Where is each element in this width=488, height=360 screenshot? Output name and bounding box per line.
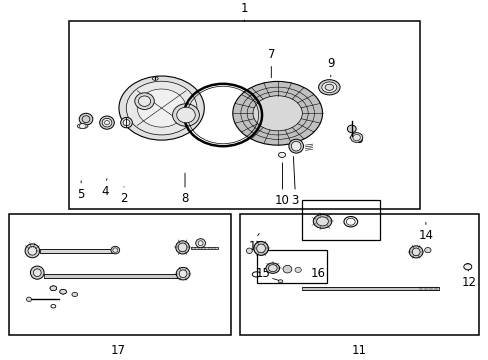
Ellipse shape bbox=[316, 217, 328, 226]
Ellipse shape bbox=[25, 244, 40, 258]
Ellipse shape bbox=[232, 81, 322, 145]
Bar bbox=[190, 247, 217, 249]
Text: 12: 12 bbox=[460, 276, 475, 289]
Text: 4: 4 bbox=[102, 185, 109, 198]
Ellipse shape bbox=[135, 93, 154, 109]
Ellipse shape bbox=[278, 280, 282, 283]
Ellipse shape bbox=[350, 133, 362, 142]
Ellipse shape bbox=[121, 117, 132, 128]
Ellipse shape bbox=[60, 289, 66, 294]
Ellipse shape bbox=[33, 269, 41, 276]
Ellipse shape bbox=[463, 264, 471, 270]
Ellipse shape bbox=[198, 241, 203, 246]
Ellipse shape bbox=[138, 96, 150, 106]
Ellipse shape bbox=[408, 246, 422, 258]
Text: 1: 1 bbox=[240, 2, 248, 15]
Ellipse shape bbox=[50, 286, 57, 291]
Ellipse shape bbox=[318, 80, 339, 95]
Ellipse shape bbox=[113, 248, 118, 252]
Ellipse shape bbox=[256, 244, 265, 253]
Ellipse shape bbox=[178, 243, 186, 252]
Ellipse shape bbox=[321, 82, 336, 93]
Ellipse shape bbox=[100, 116, 114, 129]
Ellipse shape bbox=[111, 246, 120, 254]
Ellipse shape bbox=[104, 121, 109, 125]
Ellipse shape bbox=[463, 264, 471, 270]
Ellipse shape bbox=[325, 84, 333, 90]
Ellipse shape bbox=[26, 297, 31, 302]
Ellipse shape bbox=[176, 267, 189, 280]
Ellipse shape bbox=[79, 124, 86, 129]
Ellipse shape bbox=[278, 152, 285, 157]
Ellipse shape bbox=[278, 152, 285, 157]
Ellipse shape bbox=[152, 77, 158, 80]
Ellipse shape bbox=[126, 81, 197, 135]
Bar bbox=[43, 274, 182, 278]
Bar bbox=[40, 249, 115, 253]
Text: 15: 15 bbox=[256, 267, 270, 280]
Text: 2: 2 bbox=[120, 192, 127, 205]
Text: 8: 8 bbox=[181, 192, 188, 205]
Text: 9: 9 bbox=[326, 57, 334, 70]
Ellipse shape bbox=[72, 292, 78, 297]
Ellipse shape bbox=[102, 118, 112, 127]
Ellipse shape bbox=[283, 265, 291, 273]
Ellipse shape bbox=[179, 270, 186, 278]
Ellipse shape bbox=[352, 134, 360, 141]
Ellipse shape bbox=[424, 248, 430, 253]
Text: 10: 10 bbox=[275, 194, 289, 207]
Ellipse shape bbox=[77, 124, 88, 129]
Ellipse shape bbox=[291, 141, 301, 151]
Text: 14: 14 bbox=[418, 229, 432, 242]
Ellipse shape bbox=[294, 267, 301, 273]
Ellipse shape bbox=[175, 241, 189, 254]
Ellipse shape bbox=[253, 242, 268, 255]
Ellipse shape bbox=[119, 76, 204, 140]
Text: 7: 7 bbox=[267, 48, 275, 61]
Ellipse shape bbox=[268, 265, 277, 271]
Ellipse shape bbox=[265, 263, 279, 273]
Ellipse shape bbox=[246, 248, 252, 253]
Bar bbox=[302, 287, 438, 290]
Ellipse shape bbox=[288, 139, 303, 153]
Text: 3: 3 bbox=[291, 194, 298, 207]
Ellipse shape bbox=[411, 248, 419, 256]
Text: 17: 17 bbox=[110, 345, 125, 357]
Ellipse shape bbox=[346, 125, 355, 133]
Text: 6: 6 bbox=[354, 133, 362, 146]
Ellipse shape bbox=[137, 89, 185, 127]
Text: 11: 11 bbox=[351, 345, 366, 357]
Ellipse shape bbox=[123, 120, 130, 126]
Ellipse shape bbox=[79, 113, 93, 125]
Text: 5: 5 bbox=[77, 188, 84, 201]
Ellipse shape bbox=[195, 239, 205, 248]
Text: 16: 16 bbox=[310, 267, 325, 280]
Ellipse shape bbox=[252, 96, 302, 131]
Text: 13: 13 bbox=[248, 240, 263, 253]
Ellipse shape bbox=[28, 247, 37, 255]
Ellipse shape bbox=[30, 266, 44, 279]
Ellipse shape bbox=[172, 104, 199, 126]
Ellipse shape bbox=[176, 107, 195, 123]
Ellipse shape bbox=[313, 215, 331, 228]
